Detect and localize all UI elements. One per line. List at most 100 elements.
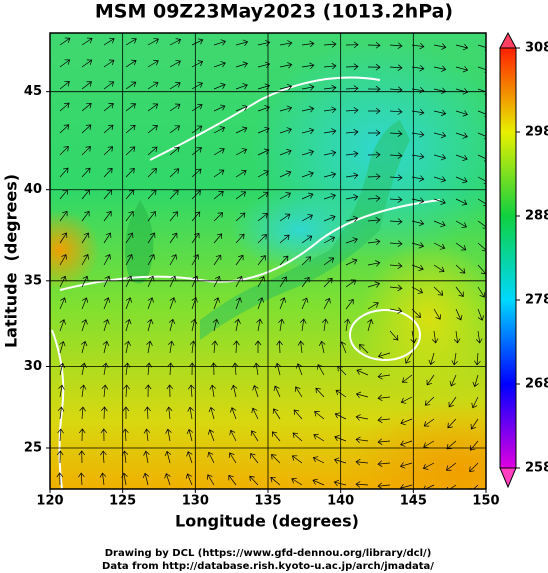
streamline-arrow <box>469 484 479 489</box>
streamline-arrow <box>146 340 153 354</box>
streamline-arrow <box>164 473 171 486</box>
streamline-arrow <box>186 451 193 464</box>
streamline-arrow <box>321 318 329 332</box>
streamline-arrow <box>447 418 457 429</box>
streamline-arrow <box>449 374 457 387</box>
x-tick-label: 125 <box>109 494 136 509</box>
streamline-arrow <box>477 286 486 298</box>
streamline-arrow <box>271 431 281 442</box>
streamline-arrow <box>345 298 354 310</box>
streamline-arrow <box>103 319 110 332</box>
streamline-arrow <box>143 428 151 442</box>
streamline-arrow <box>279 234 290 244</box>
streamline-arrow <box>411 131 425 138</box>
streamline-arrow <box>124 340 131 354</box>
streamline-arrow <box>147 103 159 112</box>
x-tick-label: 140 <box>327 494 354 509</box>
streamline-arrow <box>254 340 262 354</box>
streamline-arrow <box>103 275 111 288</box>
streamline-arrow <box>477 44 486 51</box>
y-tick-label: 30 <box>24 359 42 374</box>
streamline-arrow <box>165 428 172 442</box>
streamline-arrow <box>168 318 176 332</box>
streamline-arrow <box>186 428 194 442</box>
streamline-arrow <box>213 297 220 310</box>
streamline-arrow <box>455 43 469 51</box>
streamline-arrow <box>279 170 292 178</box>
streamline-arrow <box>57 428 64 442</box>
streamline-arrow <box>230 407 237 420</box>
streamline-arrow <box>312 478 325 486</box>
streamline-arrow <box>411 264 424 271</box>
streamline-arrow <box>57 406 65 420</box>
streamline-arrow <box>188 362 196 376</box>
streamline-arrow <box>367 238 381 246</box>
streamline-arrow <box>59 59 71 68</box>
land <box>125 200 154 284</box>
streamline-arrow <box>367 107 381 115</box>
streamline-arrow <box>147 232 156 244</box>
streamline-arrow <box>433 264 445 273</box>
streamline-arrow <box>103 297 111 310</box>
x-tick-label: 150 <box>472 494 499 509</box>
streamline-arrow <box>469 440 479 451</box>
streamline-arrow <box>314 411 325 420</box>
streamline-arrow <box>169 81 181 90</box>
y-tick-label: 35 <box>24 273 42 288</box>
streamline-arrow <box>377 460 391 468</box>
streamline-arrow <box>433 308 442 320</box>
streamline-arrow <box>345 128 359 136</box>
streamline-arrow <box>323 62 337 70</box>
streamline-arrow <box>455 242 467 251</box>
streamline-arrow <box>213 147 225 156</box>
streamline-arrow <box>187 406 194 420</box>
streamline-arrow <box>455 176 468 184</box>
streamline-arrow <box>367 85 381 93</box>
streamline-arrow <box>470 418 479 430</box>
streamline-arrow <box>169 60 181 68</box>
streamline-arrow <box>428 352 435 366</box>
streamline-arrow <box>206 474 215 486</box>
streamline-arrow <box>185 473 193 486</box>
streamline-arrow <box>81 319 88 332</box>
streamline-arrow <box>125 59 137 68</box>
streamline-arrow <box>355 391 369 399</box>
streamline-arrow <box>188 384 195 398</box>
streamline-arrow <box>235 275 243 288</box>
streamline-arrow <box>252 385 259 398</box>
streamline-arrow <box>411 219 425 227</box>
streamline-arrow <box>455 264 466 274</box>
streamline-arrow <box>279 105 293 112</box>
streamline-arrow <box>122 406 130 420</box>
streamline-arrow <box>147 59 159 68</box>
streamline-arrow <box>257 126 270 134</box>
streamline-arrow <box>191 38 204 46</box>
streamline-arrow <box>59 340 66 354</box>
streamline-arrow <box>207 429 215 442</box>
streamline-arrow <box>411 86 425 94</box>
streamline-arrow <box>103 103 114 112</box>
streamline-arrow <box>123 362 131 376</box>
streamline-arrow <box>125 124 136 134</box>
streamline-arrow <box>257 83 271 90</box>
y-axis-label: Latitude (degrees) <box>2 174 21 348</box>
streamline-arrow <box>323 236 336 244</box>
streamline-arrow <box>389 108 403 115</box>
streamline-arrow <box>169 297 176 310</box>
streamline-arrow <box>433 176 447 183</box>
streamline-arrow <box>433 109 447 117</box>
streamline-arrow <box>345 107 359 114</box>
streamline-arrow <box>433 242 446 250</box>
streamline-arrow <box>345 85 359 92</box>
streamline-arrow <box>143 450 150 464</box>
streamline-arrow <box>323 106 337 114</box>
contour <box>149 76 381 161</box>
streamline-arrow <box>81 81 92 90</box>
streamline-arrow <box>323 41 337 48</box>
streamline-arrow <box>279 62 293 69</box>
x-tick-label: 145 <box>400 494 427 509</box>
streamline-arrow <box>103 37 115 46</box>
streamline-arrow <box>323 214 336 222</box>
streamline-arrow <box>208 406 216 420</box>
streamline-arrow <box>125 232 134 244</box>
